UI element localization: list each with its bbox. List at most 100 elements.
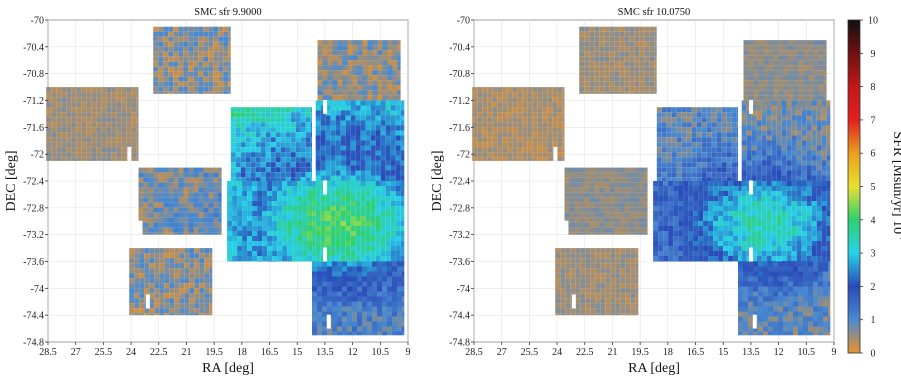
heat-cell: [183, 41, 189, 47]
heat-cell: [594, 56, 600, 62]
heat-cell: [81, 87, 87, 93]
heat-cell: [644, 51, 650, 57]
heat-cell: [547, 142, 553, 148]
heat-cell: [194, 293, 200, 299]
heat-cell: [821, 125, 827, 131]
heat-cell: [194, 258, 200, 264]
heat-cell: [76, 127, 82, 133]
heat-cell: [397, 321, 402, 327]
heat-cell: [791, 160, 797, 166]
heat-cell: [718, 186, 724, 191]
heat-cell: [362, 331, 367, 336]
heat-cell: [129, 308, 135, 314]
heat-cell: [584, 182, 590, 188]
heat-cell: [826, 241, 831, 246]
heat-cell: [395, 191, 401, 196]
heat-cell: [235, 107, 241, 113]
heat-cell: [213, 227, 219, 233]
heat-cell: [497, 117, 503, 123]
heat-cell: [340, 110, 346, 116]
heat-cell: [791, 140, 797, 146]
heat-cell: [255, 172, 261, 178]
heat-cell: [686, 167, 692, 173]
heat-cell: [230, 142, 236, 148]
heat-cell: [589, 41, 595, 47]
heat-cell: [302, 241, 308, 246]
heat-cell: [639, 192, 645, 198]
heat-cell: [395, 216, 401, 221]
heat-cell: [335, 105, 341, 111]
heat-cell: [372, 331, 377, 336]
heat-cell: [370, 191, 376, 196]
heat-cell: [656, 127, 662, 133]
heat-cell: [235, 162, 241, 168]
heat-cell: [189, 313, 195, 316]
heat-cell: [208, 81, 214, 87]
heat-cell: [771, 196, 777, 201]
heat-cell: [639, 61, 645, 67]
heat-cell: [194, 298, 200, 304]
heat-cell: [781, 251, 787, 256]
heat-cell: [746, 221, 752, 226]
heat-cell: [786, 201, 792, 206]
heat-cell: [265, 162, 271, 168]
heat-cell: [472, 102, 478, 108]
heat-cell: [380, 110, 386, 116]
heat-cell: [183, 182, 189, 188]
heat-cell: [771, 226, 777, 231]
heat-cell: [380, 130, 386, 136]
heat-cell: [209, 293, 213, 299]
heat-cell: [574, 172, 580, 178]
heat-cell: [813, 85, 819, 91]
heat-cell: [713, 181, 719, 186]
heat-cell: [101, 107, 107, 113]
heat-cell: [377, 321, 382, 327]
heat-cell: [305, 142, 311, 148]
heat-cell: [741, 115, 747, 121]
heat-cell: [154, 313, 160, 316]
field-tile: [129, 248, 213, 316]
heat-cell: [292, 251, 298, 256]
heat-cell: [639, 202, 645, 208]
heat-cell: [801, 216, 807, 221]
heat-cell: [644, 177, 648, 183]
heat-cell: [242, 236, 248, 241]
heat-cell: [726, 142, 732, 148]
heat-cell: [654, 31, 657, 37]
heat-cell: [397, 326, 402, 332]
heat-cell: [385, 165, 391, 171]
heat-cell: [380, 150, 386, 156]
heat-cell: [639, 56, 645, 62]
heat-cell: [816, 115, 822, 121]
heat-cell: [756, 231, 762, 236]
heat-cell: [619, 202, 625, 208]
heat-cell: [821, 160, 827, 166]
heat-cell: [342, 40, 348, 46]
heat-cell: [148, 207, 154, 213]
heat-cell: [542, 152, 548, 158]
heat-cell: [337, 301, 342, 307]
heat-cell: [350, 261, 356, 262]
heat-cell: [153, 61, 159, 67]
heat-cell: [290, 147, 296, 153]
heat-cell: [204, 313, 210, 316]
heat-cell: [761, 165, 767, 171]
heat-cell: [367, 80, 373, 86]
heat-cell: [557, 92, 563, 98]
heat-cell: [178, 232, 184, 235]
heat-cell: [569, 232, 575, 235]
heat-cell: [678, 216, 684, 221]
heat-cell: [629, 61, 635, 67]
heat-cell: [609, 76, 615, 82]
heat-cell: [609, 217, 615, 223]
heat-cell: [335, 226, 341, 231]
heat-cell: [713, 201, 719, 206]
heat-cell: [557, 157, 563, 161]
heat-cell: [472, 112, 478, 118]
heat-cell: [599, 202, 605, 208]
heat-cell: [270, 137, 276, 143]
heat-cell: [188, 227, 194, 233]
heat-cell: [806, 125, 812, 131]
heat-cell: [811, 186, 817, 191]
heat-cell: [781, 191, 787, 196]
